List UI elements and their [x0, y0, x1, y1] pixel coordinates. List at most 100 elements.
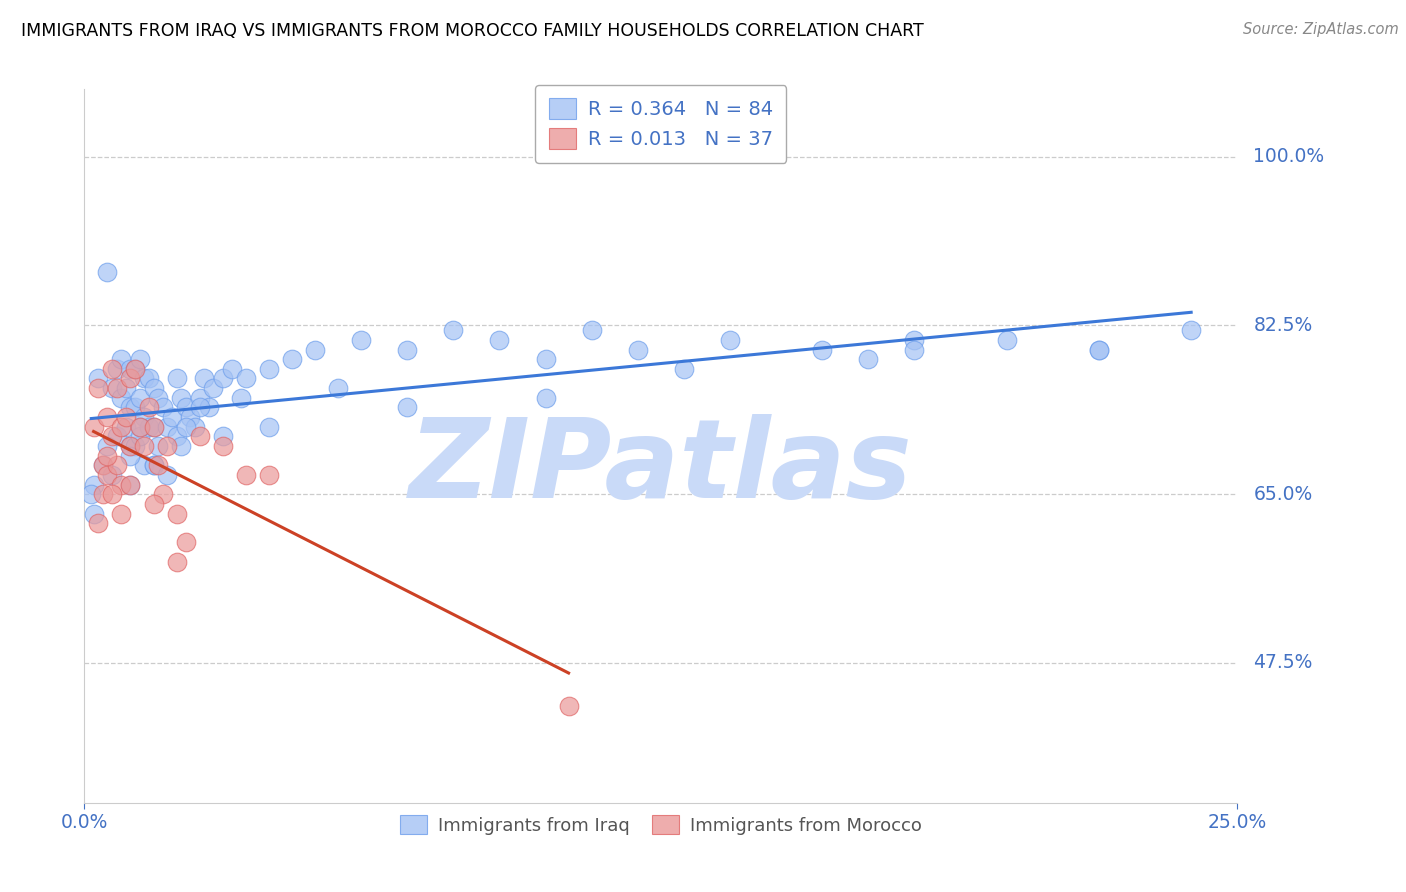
Point — [83, 507, 105, 521]
Point — [83, 419, 105, 434]
Point — [326, 381, 349, 395]
Point — [101, 467, 124, 482]
Point — [257, 362, 280, 376]
Point — [120, 477, 142, 491]
Point — [396, 401, 419, 415]
Point — [235, 371, 257, 385]
Point — [174, 401, 197, 415]
Point — [166, 555, 188, 569]
Point — [124, 362, 146, 376]
Point — [87, 381, 110, 395]
Point — [170, 391, 193, 405]
Point — [534, 391, 557, 405]
Point — [110, 352, 132, 367]
Point — [138, 371, 160, 385]
Point — [179, 410, 201, 425]
Text: 82.5%: 82.5% — [1253, 316, 1313, 335]
Point — [96, 449, 118, 463]
Point — [166, 429, 188, 443]
Point — [174, 535, 197, 549]
Point — [231, 391, 253, 405]
Point — [211, 429, 233, 443]
Text: 100.0%: 100.0% — [1253, 147, 1324, 166]
Point — [105, 458, 128, 473]
Point — [627, 343, 650, 357]
Point — [115, 419, 138, 434]
Point — [115, 381, 138, 395]
Point — [128, 391, 150, 405]
Point — [142, 497, 165, 511]
Point — [581, 323, 603, 337]
Point — [995, 333, 1018, 347]
Point — [110, 419, 132, 434]
Point — [124, 439, 146, 453]
Point — [101, 429, 124, 443]
Point — [184, 419, 207, 434]
Point — [120, 439, 142, 453]
Point — [128, 419, 150, 434]
Point — [903, 333, 925, 347]
Point — [124, 362, 146, 376]
Point — [1180, 323, 1202, 337]
Point — [672, 362, 695, 376]
Point — [110, 507, 132, 521]
Point — [718, 333, 741, 347]
Text: IMMIGRANTS FROM IRAQ VS IMMIGRANTS FROM MOROCCO FAMILY HOUSEHOLDS CORRELATION CH: IMMIGRANTS FROM IRAQ VS IMMIGRANTS FROM … — [21, 22, 924, 40]
Point — [134, 371, 156, 385]
Text: ZIPatlas: ZIPatlas — [409, 414, 912, 521]
Point — [80, 487, 103, 501]
Point — [166, 371, 188, 385]
Point — [257, 467, 280, 482]
Point — [128, 429, 150, 443]
Point — [138, 419, 160, 434]
Point — [858, 352, 880, 367]
Point — [534, 352, 557, 367]
Point — [124, 401, 146, 415]
Text: 65.0%: 65.0% — [1253, 484, 1313, 504]
Point — [96, 439, 118, 453]
Point — [257, 419, 280, 434]
Point — [156, 419, 179, 434]
Point — [87, 371, 110, 385]
Point — [488, 333, 510, 347]
Point — [221, 362, 243, 376]
Text: Source: ZipAtlas.com: Source: ZipAtlas.com — [1243, 22, 1399, 37]
Point — [146, 458, 169, 473]
Point — [96, 467, 118, 482]
Point — [142, 419, 165, 434]
Point — [396, 343, 419, 357]
Point — [142, 419, 165, 434]
Point — [235, 467, 257, 482]
Point — [128, 352, 150, 367]
Point — [281, 352, 304, 367]
Point — [188, 391, 211, 405]
Point — [811, 343, 834, 357]
Point — [120, 371, 142, 385]
Point — [142, 458, 165, 473]
Point — [120, 449, 142, 463]
Point — [1088, 343, 1111, 357]
Legend: Immigrants from Iraq, Immigrants from Morocco: Immigrants from Iraq, Immigrants from Mo… — [391, 805, 931, 844]
Point — [146, 391, 169, 405]
Point — [211, 371, 233, 385]
Point — [128, 419, 150, 434]
Point — [350, 333, 373, 347]
Point — [903, 343, 925, 357]
Point — [87, 516, 110, 530]
Point — [101, 487, 124, 501]
Point — [156, 467, 179, 482]
Point — [166, 507, 188, 521]
Point — [198, 401, 221, 415]
Point — [115, 410, 138, 425]
Point — [120, 477, 142, 491]
Point — [83, 477, 105, 491]
Point — [202, 381, 225, 395]
Point — [134, 439, 156, 453]
Point — [138, 401, 160, 415]
Point — [105, 381, 128, 395]
Text: 47.5%: 47.5% — [1253, 654, 1313, 673]
Point — [188, 429, 211, 443]
Point — [211, 439, 233, 453]
Point — [105, 362, 128, 376]
Point — [101, 362, 124, 376]
